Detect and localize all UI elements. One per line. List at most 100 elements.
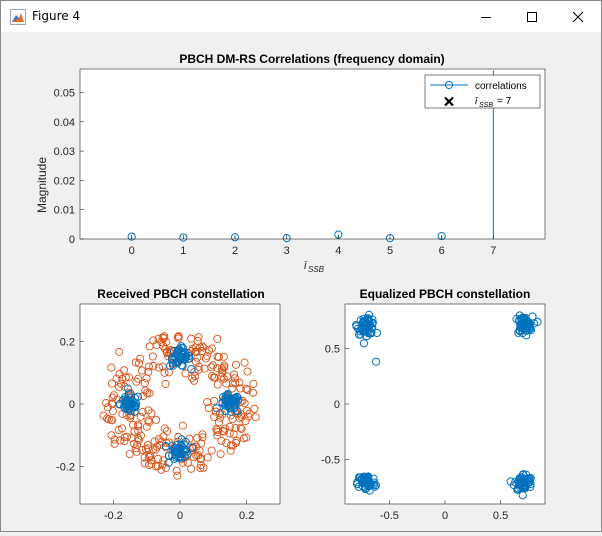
x-tick-label: 2: [232, 245, 238, 257]
received-symbol: [214, 418, 223, 427]
received-symbol: [194, 362, 203, 371]
equalized-symbol: [364, 477, 373, 486]
received-symbol: [172, 466, 181, 475]
reference-symbol: [181, 352, 191, 361]
received-symbol: [213, 431, 222, 440]
x-tick-label: 4: [335, 245, 341, 257]
y-tick-label: -0.2: [56, 462, 75, 474]
received-symbol: [216, 413, 225, 422]
received-symbol: [163, 427, 172, 436]
received-symbol: [144, 406, 153, 415]
reference-symbol: [161, 442, 170, 451]
received-symbol: [207, 371, 217, 381]
minimize-icon: [481, 16, 491, 18]
received-symbol: [110, 435, 119, 444]
received-symbol: [178, 421, 187, 430]
received-symbol: [136, 412, 145, 421]
received-symbol: [144, 416, 153, 425]
equalized-symbol: [524, 478, 533, 487]
y-tick-label: 0.03: [54, 146, 75, 158]
received-symbol: [210, 373, 219, 382]
minimize-button[interactable]: [463, 1, 509, 32]
svg-text:ī: ī: [475, 96, 479, 107]
equalized-symbol: [362, 478, 372, 487]
close-icon: [572, 11, 584, 22]
x-tick-label: 0.5: [493, 510, 508, 522]
stem-marker: [127, 232, 136, 241]
legend[interactable]: correlations ī SSB = 7: [424, 74, 541, 109]
equalized-symbol: [365, 316, 374, 325]
received-symbol: [173, 332, 182, 342]
received-symbol: [132, 447, 141, 456]
legend-circle-swatch: [444, 80, 454, 90]
equalized-symbol: [517, 481, 527, 490]
equalized-symbol: [516, 483, 525, 492]
received-symbol: [196, 463, 205, 473]
svg-text:= 7: = 7: [497, 96, 512, 107]
received-symbol: [226, 446, 235, 455]
equalized-symbol: [359, 339, 368, 348]
equalized-symbol: [533, 317, 542, 327]
equalized-symbol: [517, 474, 526, 484]
received-symbol: [197, 439, 206, 448]
reference-symbol: [220, 401, 230, 410]
received-symbol: [230, 370, 239, 379]
received-symbol: [240, 399, 249, 408]
plot-frame: [79, 303, 281, 505]
stem-marker: [282, 234, 291, 243]
close-button[interactable]: [555, 1, 601, 32]
stem-marker: [437, 231, 446, 241]
y-tick-label: 0.04: [54, 117, 75, 129]
received-symbol: [199, 463, 208, 472]
received-symbol: [143, 440, 152, 450]
x-tick-label: 0: [177, 510, 183, 522]
received-symbol: [203, 453, 212, 462]
received-symbol: [142, 422, 151, 431]
reference-symbol: [224, 394, 233, 403]
correlation-plot: PBCH DM-RS Correlations (frequency domai…: [35, 52, 546, 274]
equalized-symbol: [364, 480, 373, 490]
equalized-symbol: [360, 472, 369, 482]
received-symbol: [194, 451, 203, 460]
received-symbol: [147, 409, 156, 418]
received-symbol: [210, 412, 219, 422]
received-symbol: [159, 456, 168, 465]
received-symbol: [119, 366, 129, 375]
received-symbol: [193, 433, 202, 443]
equalized-symbol: [523, 322, 532, 332]
equalized-symbol: [521, 313, 530, 323]
matlab-figure-icon: [10, 9, 26, 25]
received-symbol: [174, 332, 183, 341]
equalized-symbol: [372, 357, 381, 366]
svg-text:SSB: SSB: [479, 102, 493, 109]
received-symbol: [217, 436, 226, 445]
received-symbol: [225, 422, 234, 431]
figure-canvas: PBCH DM-RS Correlations (frequency domai…: [1, 32, 601, 531]
reference-symbol: [212, 404, 221, 413]
received-symbol: [161, 379, 170, 389]
received-symbol: [154, 435, 163, 444]
x-tick-label: -0.2: [104, 510, 123, 522]
y-tick-label: -0.5: [321, 455, 340, 467]
received-symbol: [230, 374, 240, 383]
received-symbol: [130, 427, 139, 436]
title-bar[interactable]: Figure 4: [1, 1, 601, 32]
received-symbol: [108, 416, 117, 425]
legend-entry-correlations: correlations: [475, 81, 527, 92]
received-symbol: [152, 340, 161, 349]
plot-title: Equalized PBCH constellation: [360, 287, 531, 301]
y-axis-label: Magnitude: [35, 157, 49, 213]
svg-text:SSB: SSB: [308, 265, 325, 274]
maximize-button[interactable]: [509, 1, 555, 32]
x-tick-label: 6: [439, 245, 445, 257]
reference-symbol: [176, 444, 185, 453]
equalized-symbol: [525, 320, 535, 329]
received-symbol: [157, 337, 166, 346]
reference-symbol: [126, 402, 135, 411]
reference-symbol: [187, 365, 196, 374]
x-tick-label: -0.5: [380, 510, 399, 522]
stem-marker: [179, 233, 188, 242]
plot-frame: [79, 68, 546, 240]
received-symbol: [227, 441, 236, 450]
maximize-icon: [527, 11, 537, 22]
